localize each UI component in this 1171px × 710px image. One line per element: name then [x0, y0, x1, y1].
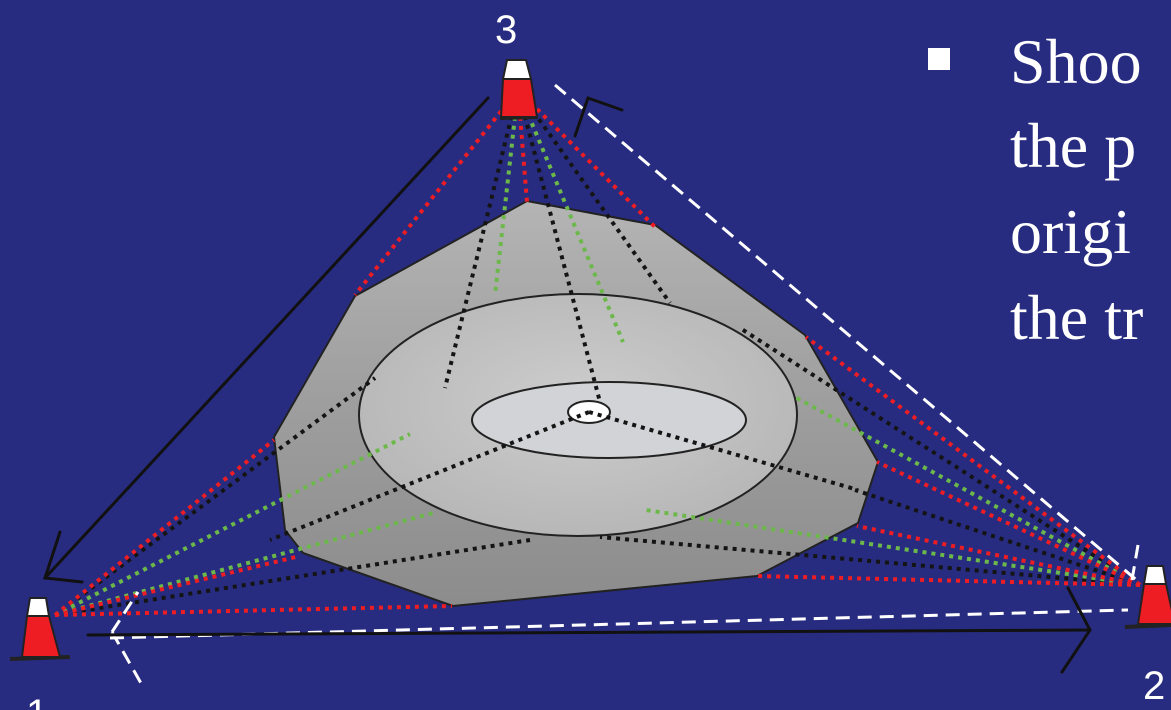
rays-black	[53, 88, 1142, 617]
outcrop	[272, 199, 880, 608]
arrow-3-to-1	[43, 96, 490, 580]
cone-station-2	[1124, 565, 1171, 629]
bullet-line-3: origi	[1010, 196, 1131, 267]
arrow-2-to-3-head	[573, 96, 624, 138]
bullet-square-icon	[928, 48, 950, 70]
arrow-3-to-1-head	[43, 530, 84, 584]
arrow-1-to-2	[86, 628, 1092, 637]
bullet-line-1: Shoo	[1010, 26, 1142, 97]
station-2-label: 2	[1143, 664, 1166, 708]
dashed-baselines	[109, 83, 1141, 686]
rays-red	[53, 88, 1142, 617]
traverse-arrows	[43, 96, 1092, 674]
cone-station-3	[499, 59, 539, 120]
cone-station-1	[9, 597, 71, 661]
station-3-label: 3	[495, 8, 518, 52]
station-1-label: 1	[26, 694, 48, 710]
bullet-line-4: the tr	[1010, 282, 1144, 353]
arrow-1-to-2-head	[1060, 586, 1092, 674]
bullet-line-2: the p	[1010, 110, 1137, 181]
